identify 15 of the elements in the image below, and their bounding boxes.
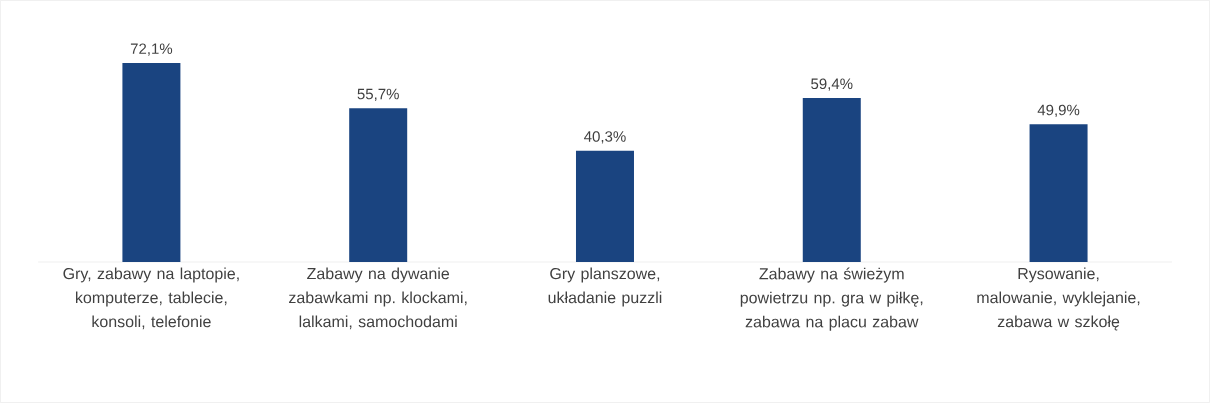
- x-tick-label: Gry, zabawy na laptopie, komputerze, tablecie, konsoli, telefonie: [63, 267, 239, 330]
- bar: [122, 62, 181, 262]
- data-label: 55,7%: [357, 88, 399, 102]
- data-label: 59,4%: [811, 78, 853, 91]
- x-tick-label: Zabawy na świeżym powietrzu np. gra w piłkę, zabawa na placu zabaw: [740, 267, 923, 331]
- data-label: 72,1%: [130, 43, 173, 56]
- bar: [1029, 124, 1088, 262]
- bar: [575, 150, 634, 262]
- bar: [349, 108, 408, 262]
- x-tick-label: Zabawy na dywanie zabawkami np. klockami, lalkami, samochodami: [289, 267, 467, 330]
- x-tick-label: Rysowanie, malowanie, wyklejanie, zabawa w szkołę: [977, 267, 1140, 331]
- data-label: 40,3%: [584, 131, 626, 144]
- x-tick-label: Gry planszowe, układanie puzzli: [548, 267, 662, 307]
- data-label: 49,9%: [1037, 104, 1080, 118]
- bar: [802, 98, 861, 262]
